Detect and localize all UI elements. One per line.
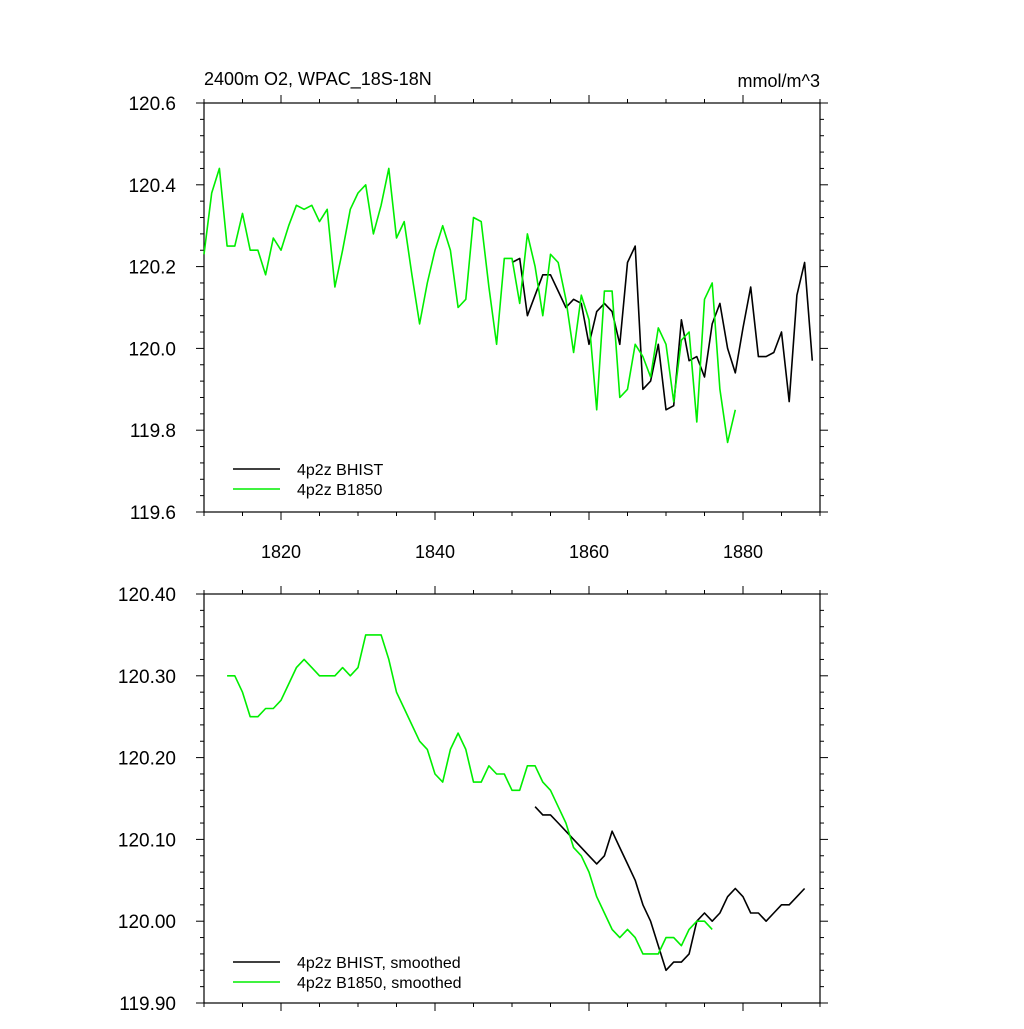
y-tick-label: 119.8 [130, 421, 176, 442]
chart-title: 2400m O2, WPAC_18S-18N [204, 69, 432, 90]
top-plot-frame [203, 102, 821, 513]
y-tick-label: 120.30 [118, 667, 176, 688]
series-line-4p2z-b1850-smoothed [227, 634, 713, 955]
top-lines [203, 167, 814, 444]
legend-label-bhist: 4p2z BHIST [297, 462, 383, 479]
units-label: mmol/m^3 [738, 71, 820, 91]
legend-label-b1850: 4p2z B1850 [297, 482, 383, 499]
series-line-4p2z-bhist-smoothed [534, 806, 806, 972]
bottom-panel: 119.90 120.00 120.10 120.20 120.30 120.40 4p2… [118, 585, 828, 1015]
bottom-axes: 119.90 120.00 120.10 120.20 120.30 120.40 [118, 585, 828, 1015]
series-line-4p2z-bhist [511, 245, 814, 411]
y-tick-label: 120.0 [128, 339, 176, 360]
y-tick-label: 120.6 [128, 94, 176, 115]
legend-label-bhist-smoothed: 4p2z BHIST, smoothed [297, 955, 461, 972]
bottom-plot-frame [203, 593, 821, 1004]
series-line-4p2z-b1850 [203, 167, 737, 444]
top-axes: 119.6 119.8 120.0 120.2 120.4 120.6 1820 1840 18… [128, 94, 828, 562]
top-legend: 4p2z BHIST 4p2z B1850 [233, 462, 383, 499]
y-tick-label: 120.40 [118, 585, 176, 606]
y-tick-label: 119.90 [119, 994, 176, 1015]
x-tick-label: 1820 [261, 542, 301, 562]
x-tick-label: 1840 [415, 542, 455, 562]
y-tick-label: 120.4 [128, 176, 176, 197]
y-tick-label: 120.00 [118, 912, 176, 933]
y-tick-label: 119.6 [130, 503, 176, 524]
bottom-lines [227, 634, 806, 972]
legend-label-b1850-smoothed: 4p2z B1850, smoothed [297, 975, 462, 992]
y-tick-label: 120.2 [128, 258, 176, 279]
x-tick-label: 1860 [569, 542, 609, 562]
top-panel: 2400m O2, WPAC_18S-18N mmol/m^3 119.6119… [128, 69, 828, 562]
y-tick-label: 120.20 [118, 749, 176, 770]
bottom-legend: 4p2z BHIST, smoothed 4p2z B1850, smoothe… [233, 955, 462, 992]
y-tick-label: 120.10 [118, 830, 176, 851]
x-tick-label: 1880 [723, 542, 763, 562]
